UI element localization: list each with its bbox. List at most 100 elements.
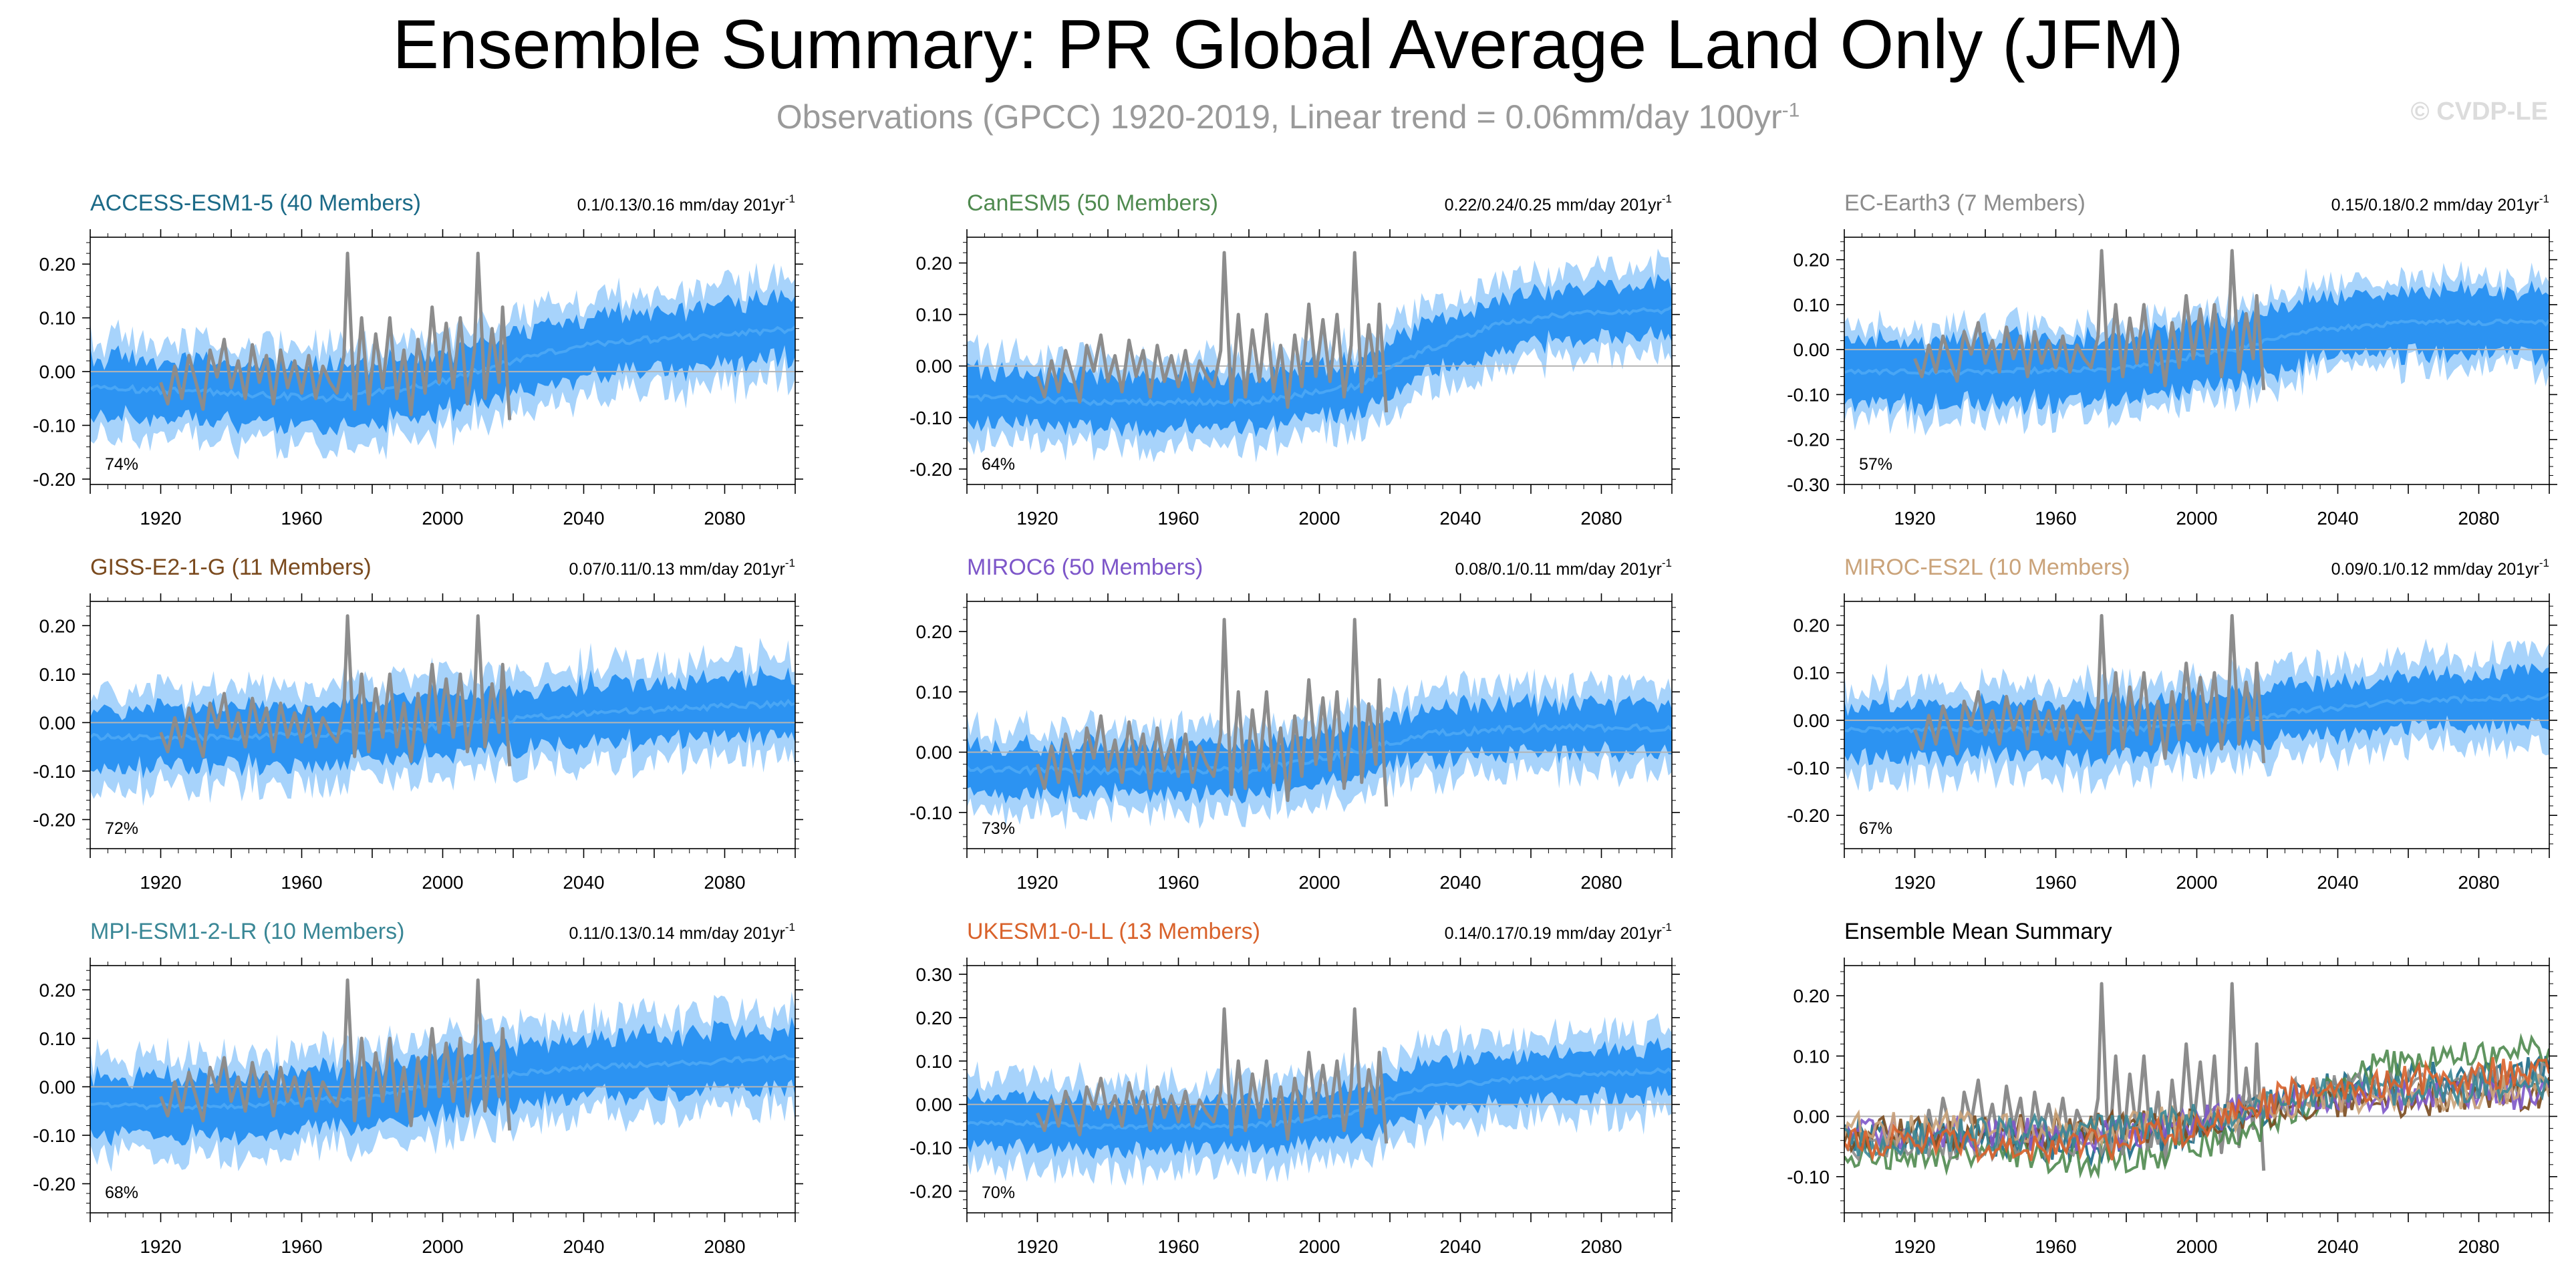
percent-label: 70%: [982, 1183, 1015, 1202]
x-tick-label: 2080: [704, 1236, 745, 1257]
panel-trend-superscript: -1: [2539, 557, 2549, 569]
panel-title: EC-Earth3 (7 Members): [1844, 190, 2086, 216]
x-tick-label: 1920: [1016, 1236, 1058, 1257]
panel-trend-superscript: -1: [785, 192, 795, 205]
percent-label: 57%: [1859, 455, 1892, 474]
series-line: [1844, 1056, 2549, 1165]
y-tick-label: 0.00: [916, 356, 953, 377]
panel-trend: 0.08/0.1/0.11 mm/day 201yr-1: [1455, 557, 1672, 579]
percent-label: 73%: [982, 819, 1015, 838]
x-tick-label: 1960: [2035, 1236, 2076, 1257]
observations-line: [1036, 617, 1389, 807]
y-tick-label: 0.10: [916, 1051, 953, 1072]
chart-panel: UKESM1-0-LL (13 Members) 0.14/0.17/0.19 m…: [909, 919, 1680, 1257]
y-tick-label: -0.20: [33, 1173, 76, 1194]
y-tick-label: -0.20: [909, 1181, 952, 1202]
x-tick-label: 2000: [1298, 872, 1340, 893]
ensemble-mean-line: [967, 722, 1672, 776]
y-tick-label: 0.00: [916, 1095, 953, 1115]
panel-trend: 0.11/0.13/0.14 mm/day 201yr-1: [569, 921, 795, 943]
x-tick-label: 2000: [422, 872, 463, 893]
x-tick-label: 2000: [1298, 1236, 1340, 1257]
y-tick-label: 0.00: [39, 362, 76, 382]
y-tick-label: 0.00: [1794, 710, 1830, 731]
x-tick-label: 1960: [2035, 872, 2076, 893]
observations-line: [1913, 613, 2266, 764]
plot-area: [1844, 982, 2549, 1179]
y-tick-label: -0.10: [909, 1138, 952, 1159]
y-tick-label: -0.10: [1787, 1167, 1830, 1187]
chart-panel: ACCESS-ESM1-5 (40 Members) 0.1/0.13/0.16 …: [33, 190, 803, 529]
observations-line: [1036, 1007, 1389, 1144]
ensemble-mean-line: [90, 325, 795, 403]
x-tick-label: 2000: [2176, 1236, 2217, 1257]
x-tick-label: 2040: [1439, 872, 1481, 893]
panel-trend-superscript: -1: [1662, 557, 1672, 569]
ensemble-mean-line: [90, 1054, 795, 1111]
y-tick-label: 0.10: [39, 308, 76, 329]
y-tick-label: -0.10: [909, 803, 952, 823]
subtitle-text: Observations (GPCC) 1920-2019, Linear tr…: [776, 98, 1782, 136]
x-tick-label: 2000: [1298, 508, 1340, 529]
x-tick-label: 1960: [1157, 872, 1199, 893]
y-tick-label: -0.20: [1787, 805, 1830, 826]
y-tick-label: -0.10: [1787, 758, 1830, 778]
subtitle-superscript: -1: [1781, 99, 1800, 122]
chart-panel: Ensemble Mean Summary 0.20 0.10 0.00 -0.10 19…: [1787, 919, 2557, 1257]
panel-trend-superscript: -1: [1662, 921, 1672, 934]
panel-trend: 0.1/0.13/0.16 mm/day 201yr-1: [577, 192, 795, 215]
y-tick-label: 0.20: [916, 1008, 953, 1028]
chart-panel: GISS-E2-1-G (11 Members) 0.07/0.11/0.13 m…: [33, 555, 803, 893]
x-tick-label: 1960: [281, 1236, 322, 1257]
x-tick-label: 2080: [1580, 1236, 1622, 1257]
x-tick-label: 1920: [140, 508, 181, 529]
y-tick-label: 0.00: [1794, 1107, 1830, 1127]
x-tick-label: 1960: [2035, 508, 2076, 529]
y-tick-label: 0.10: [1794, 1046, 1830, 1066]
watermark: © CVDP-LE: [2410, 98, 2548, 126]
observations-line: [1913, 982, 2266, 1171]
spread-inner-band: [90, 665, 795, 779]
x-tick-label: 1920: [140, 1236, 181, 1257]
x-tick-label: 2080: [2458, 508, 2499, 529]
plot-area: [1844, 613, 2549, 795]
spread-inner-band: [1844, 279, 2549, 417]
y-tick-label: 0.00: [916, 742, 953, 763]
x-tick-label: 2000: [422, 1236, 463, 1257]
spread-inner-band: [967, 273, 1672, 438]
panel-trend-superscript: -1: [1662, 192, 1672, 205]
y-tick-label: -0.20: [33, 469, 76, 490]
y-tick-label: 0.20: [1794, 250, 1830, 271]
panel-title: UKESM1-0-LL (13 Members): [967, 919, 1260, 944]
x-tick-label: 1960: [1157, 1236, 1199, 1257]
x-tick-label: 2040: [563, 1236, 604, 1257]
x-tick-label: 2040: [2317, 872, 2358, 893]
chart-panel: CanESM5 (50 Members) 0.22/0.24/0.25 mm/da…: [909, 190, 1680, 529]
x-tick-label: 2040: [2317, 1236, 2358, 1257]
x-tick-label: 2040: [1439, 508, 1481, 529]
ensemble-mean-line: [1844, 318, 2549, 377]
panel-trend: 0.15/0.18/0.2 mm/day 201yr-1: [2331, 192, 2549, 215]
y-tick-label: 0.00: [39, 712, 76, 733]
y-tick-label: 0.30: [916, 964, 953, 985]
percent-label: 74%: [105, 455, 138, 474]
y-tick-label: 0.10: [916, 305, 953, 325]
y-tick-label: -0.10: [33, 416, 76, 436]
chart-panel: MIROC-ES2L (10 Members) 0.09/0.1/0.12 mm/…: [1787, 555, 2557, 893]
chart-panel: MPI-ESM1-2-LR (10 Members) 0.11/0.13/0.14…: [33, 919, 803, 1257]
x-tick-label: 2080: [704, 872, 745, 893]
plot-area: [90, 614, 795, 807]
y-tick-label: -0.20: [909, 459, 952, 480]
y-tick-label: -0.20: [1787, 430, 1830, 450]
y-tick-label: -0.30: [1787, 474, 1830, 495]
panel-title: MIROC-ES2L (10 Members): [1844, 555, 2130, 580]
x-tick-label: 1920: [1894, 872, 1935, 893]
x-tick-label: 2000: [2176, 508, 2217, 529]
y-tick-label: -0.10: [909, 408, 952, 428]
ensemble-mean-line: [90, 698, 795, 742]
x-tick-label: 2040: [2317, 508, 2358, 529]
y-tick-label: 0.20: [39, 254, 76, 275]
y-tick-label: 0.10: [1794, 663, 1830, 684]
y-tick-label: -0.10: [33, 1125, 76, 1146]
